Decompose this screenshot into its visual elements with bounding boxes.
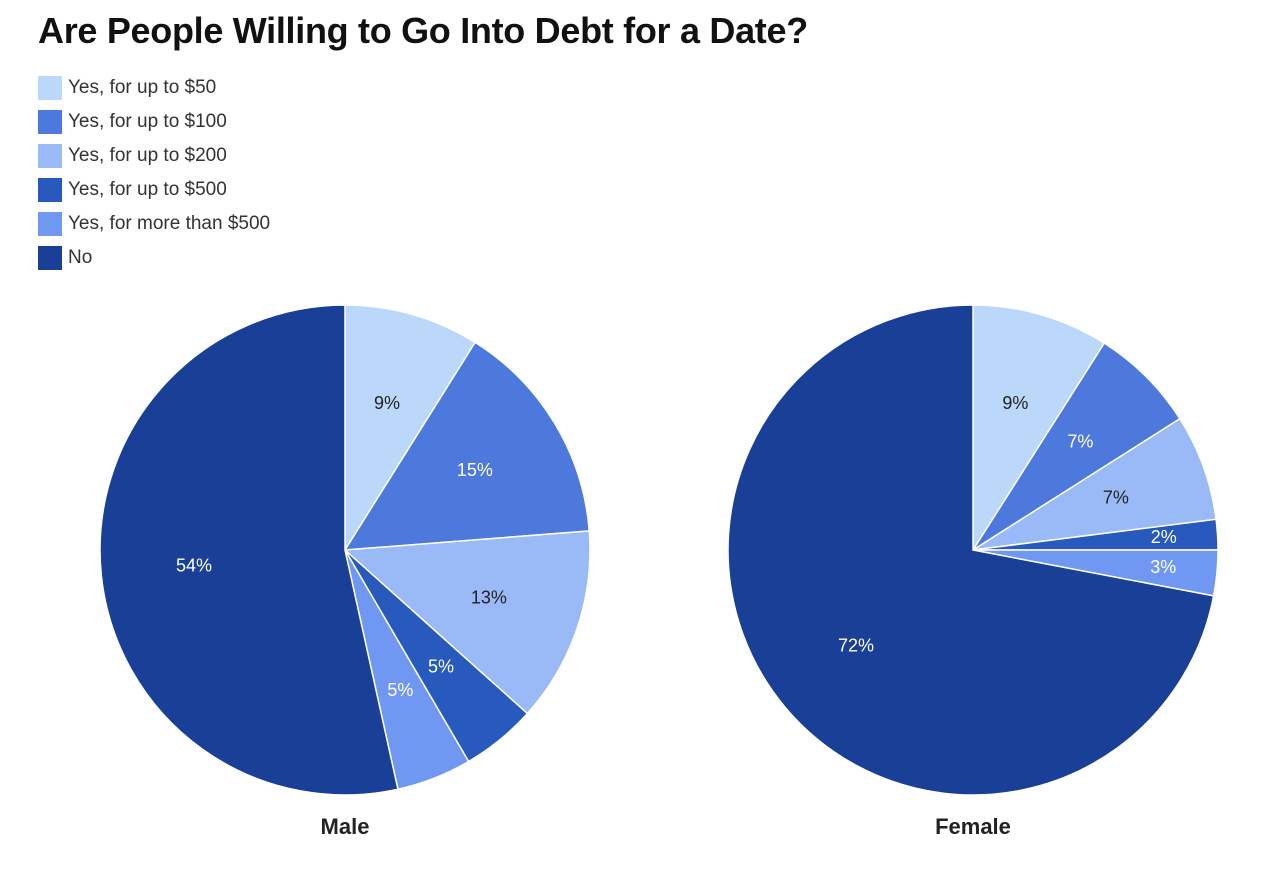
legend-label: Yes, for up to $100 xyxy=(68,111,227,132)
slice-label-male-5: 54% xyxy=(176,555,212,575)
legend-label: Yes, for up to $200 xyxy=(68,145,227,166)
pie-slice-male-5[interactable] xyxy=(99,304,399,796)
legend: Yes, for up to $50 Yes, for up to $100 Y… xyxy=(38,71,270,275)
slice-label-female-0: 9% xyxy=(1002,393,1028,413)
legend-label: No xyxy=(68,247,93,268)
legend-label: Yes, for up to $50 xyxy=(68,77,217,98)
pie-slice-female-1[interactable] xyxy=(972,342,1181,551)
legend-swatch xyxy=(38,178,62,202)
pie-slice-female-5[interactable] xyxy=(727,304,1215,796)
legend-swatch xyxy=(38,212,62,236)
legend-swatch xyxy=(38,110,62,134)
pie-slice-male-0[interactable] xyxy=(344,304,477,553)
pie-slice-male-1[interactable] xyxy=(343,341,591,551)
pie-title-male: Male xyxy=(321,814,370,839)
legend-swatch xyxy=(38,76,62,100)
pie-slice-male-2[interactable] xyxy=(343,530,591,715)
pie-slice-female-2[interactable] xyxy=(972,417,1217,551)
pie-chart-female: 9% 7% 7% 2% 3% 72% Female xyxy=(727,304,1219,839)
legend-item-up-to-500[interactable]: Yes, for up to $500 xyxy=(38,173,270,207)
slice-label-female-1: 7% xyxy=(1067,431,1093,451)
slice-label-female-5: 72% xyxy=(838,636,874,656)
legend-swatch xyxy=(38,144,62,168)
legend-label: Yes, for more than $500 xyxy=(68,213,271,234)
legend-item-no[interactable]: No xyxy=(38,241,270,275)
legend-item-up-to-100[interactable]: Yes, for up to $100 xyxy=(38,105,270,139)
pie-chart-male: 9% 15% 13% 5% 5% 54% Male xyxy=(99,304,591,839)
slice-label-male-2: 13% xyxy=(471,587,507,607)
slice-label-female-3: 2% xyxy=(1151,527,1177,547)
slice-label-female-4: 3% xyxy=(1150,557,1176,577)
slice-label-male-0: 9% xyxy=(374,393,400,413)
chart-title: Are People Willing to Go Into Debt for a… xyxy=(38,10,808,51)
legend-item-up-to-50[interactable]: Yes, for up to $50 xyxy=(38,71,270,105)
legend-swatch xyxy=(38,246,62,270)
legend-item-up-to-200[interactable]: Yes, for up to $200 xyxy=(38,139,270,173)
pie-slice-female-0[interactable] xyxy=(972,304,1106,553)
slice-label-male-1: 15% xyxy=(457,460,493,480)
slice-label-male-4: 5% xyxy=(387,680,413,700)
slice-label-female-2: 7% xyxy=(1103,487,1129,507)
legend-label: Yes, for up to $500 xyxy=(68,179,227,200)
slice-label-male-3: 5% xyxy=(428,656,454,676)
legend-item-more-than-500[interactable]: Yes, for more than $500 xyxy=(38,207,270,241)
pie-title-female: Female xyxy=(935,814,1011,839)
